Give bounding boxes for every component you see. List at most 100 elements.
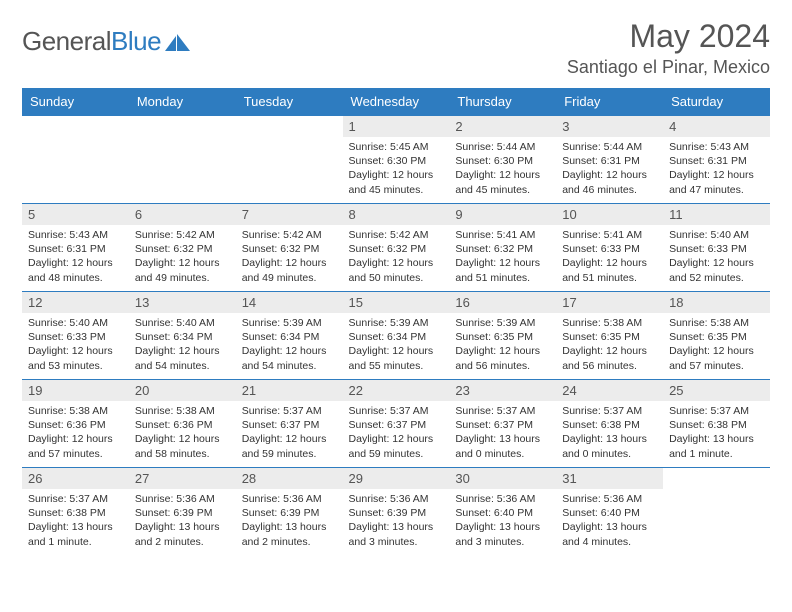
day-details: Sunrise: 5:41 AMSunset: 6:32 PMDaylight:…	[449, 225, 556, 289]
day-details: Sunrise: 5:38 AMSunset: 6:35 PMDaylight:…	[663, 313, 770, 377]
day-number: 30	[449, 468, 556, 489]
day-number: 15	[343, 292, 450, 313]
day-details: Sunrise: 5:43 AMSunset: 6:31 PMDaylight:…	[663, 137, 770, 201]
day-details: Sunrise: 5:37 AMSunset: 6:37 PMDaylight:…	[343, 401, 450, 465]
calendar-day-cell: 12Sunrise: 5:40 AMSunset: 6:33 PMDayligh…	[22, 292, 129, 380]
day-details: Sunrise: 5:37 AMSunset: 6:38 PMDaylight:…	[556, 401, 663, 465]
calendar-week-row: 19Sunrise: 5:38 AMSunset: 6:36 PMDayligh…	[22, 380, 770, 468]
calendar-day-cell: 13Sunrise: 5:40 AMSunset: 6:34 PMDayligh…	[129, 292, 236, 380]
day-number: 6	[129, 204, 236, 225]
day-number: 14	[236, 292, 343, 313]
calendar-day-cell: 11Sunrise: 5:40 AMSunset: 6:33 PMDayligh…	[663, 204, 770, 292]
calendar-day-cell: 2Sunrise: 5:44 AMSunset: 6:30 PMDaylight…	[449, 116, 556, 204]
day-number: 26	[22, 468, 129, 489]
day-details: Sunrise: 5:40 AMSunset: 6:34 PMDaylight:…	[129, 313, 236, 377]
logo-mark-icon	[165, 33, 191, 51]
calendar-day-cell: 10Sunrise: 5:41 AMSunset: 6:33 PMDayligh…	[556, 204, 663, 292]
calendar-day-cell: 5Sunrise: 5:43 AMSunset: 6:31 PMDaylight…	[22, 204, 129, 292]
day-number: 24	[556, 380, 663, 401]
day-details: Sunrise: 5:36 AMSunset: 6:40 PMDaylight:…	[556, 489, 663, 553]
calendar-day-cell: 3Sunrise: 5:44 AMSunset: 6:31 PMDaylight…	[556, 116, 663, 204]
weekday-header: Thursday	[449, 88, 556, 116]
calendar-week-row: 12Sunrise: 5:40 AMSunset: 6:33 PMDayligh…	[22, 292, 770, 380]
weekday-header: Friday	[556, 88, 663, 116]
calendar-day-cell: 24Sunrise: 5:37 AMSunset: 6:38 PMDayligh…	[556, 380, 663, 468]
calendar-day-cell: 21Sunrise: 5:37 AMSunset: 6:37 PMDayligh…	[236, 380, 343, 468]
calendar-day-cell: 22Sunrise: 5:37 AMSunset: 6:37 PMDayligh…	[343, 380, 450, 468]
calendar-day-cell: 27Sunrise: 5:36 AMSunset: 6:39 PMDayligh…	[129, 468, 236, 556]
day-details: Sunrise: 5:42 AMSunset: 6:32 PMDaylight:…	[129, 225, 236, 289]
day-number: 4	[663, 116, 770, 137]
day-number: 29	[343, 468, 450, 489]
calendar-week-row: 5Sunrise: 5:43 AMSunset: 6:31 PMDaylight…	[22, 204, 770, 292]
calendar-day-cell: 20Sunrise: 5:38 AMSunset: 6:36 PMDayligh…	[129, 380, 236, 468]
day-number: 21	[236, 380, 343, 401]
calendar-day-cell: 17Sunrise: 5:38 AMSunset: 6:35 PMDayligh…	[556, 292, 663, 380]
day-details: Sunrise: 5:39 AMSunset: 6:35 PMDaylight:…	[449, 313, 556, 377]
calendar-day-cell: 14Sunrise: 5:39 AMSunset: 6:34 PMDayligh…	[236, 292, 343, 380]
day-number: 16	[449, 292, 556, 313]
day-number: 13	[129, 292, 236, 313]
day-details: Sunrise: 5:37 AMSunset: 6:37 PMDaylight:…	[449, 401, 556, 465]
calendar-day-cell: 23Sunrise: 5:37 AMSunset: 6:37 PMDayligh…	[449, 380, 556, 468]
day-number: 11	[663, 204, 770, 225]
day-number: 12	[22, 292, 129, 313]
logo: GeneralBlue	[22, 26, 191, 57]
calendar-day-cell: 15Sunrise: 5:39 AMSunset: 6:34 PMDayligh…	[343, 292, 450, 380]
calendar-day-cell: 19Sunrise: 5:38 AMSunset: 6:36 PMDayligh…	[22, 380, 129, 468]
calendar-header: SundayMondayTuesdayWednesdayThursdayFrid…	[22, 88, 770, 116]
day-number: 28	[236, 468, 343, 489]
day-number: 9	[449, 204, 556, 225]
day-number: 27	[129, 468, 236, 489]
day-number: 10	[556, 204, 663, 225]
calendar-day-cell: ..	[22, 116, 129, 204]
day-details: Sunrise: 5:37 AMSunset: 6:38 PMDaylight:…	[22, 489, 129, 553]
calendar-week-row: ......1Sunrise: 5:45 AMSunset: 6:30 PMDa…	[22, 116, 770, 204]
calendar-day-cell: ..	[663, 468, 770, 556]
calendar-day-cell: 7Sunrise: 5:42 AMSunset: 6:32 PMDaylight…	[236, 204, 343, 292]
day-details: Sunrise: 5:38 AMSunset: 6:36 PMDaylight:…	[129, 401, 236, 465]
calendar-day-cell: 4Sunrise: 5:43 AMSunset: 6:31 PMDaylight…	[663, 116, 770, 204]
day-number: 22	[343, 380, 450, 401]
day-details: Sunrise: 5:40 AMSunset: 6:33 PMDaylight:…	[22, 313, 129, 377]
day-details: Sunrise: 5:43 AMSunset: 6:31 PMDaylight:…	[22, 225, 129, 289]
calendar-table: SundayMondayTuesdayWednesdayThursdayFrid…	[22, 88, 770, 556]
calendar-day-cell: 25Sunrise: 5:37 AMSunset: 6:38 PMDayligh…	[663, 380, 770, 468]
day-number: 2	[449, 116, 556, 137]
day-number: 8	[343, 204, 450, 225]
day-details: Sunrise: 5:37 AMSunset: 6:37 PMDaylight:…	[236, 401, 343, 465]
logo-word1: General	[22, 26, 111, 56]
day-details: Sunrise: 5:36 AMSunset: 6:39 PMDaylight:…	[343, 489, 450, 553]
calendar-day-cell: 30Sunrise: 5:36 AMSunset: 6:40 PMDayligh…	[449, 468, 556, 556]
calendar-day-cell: 29Sunrise: 5:36 AMSunset: 6:39 PMDayligh…	[343, 468, 450, 556]
day-details: Sunrise: 5:42 AMSunset: 6:32 PMDaylight:…	[343, 225, 450, 289]
day-details: Sunrise: 5:36 AMSunset: 6:39 PMDaylight:…	[129, 489, 236, 553]
month-title: May 2024	[567, 18, 770, 55]
day-number: 5	[22, 204, 129, 225]
day-number: 23	[449, 380, 556, 401]
logo-word2: Blue	[111, 26, 161, 56]
day-details: Sunrise: 5:41 AMSunset: 6:33 PMDaylight:…	[556, 225, 663, 289]
day-number: 7	[236, 204, 343, 225]
weekday-header: Tuesday	[236, 88, 343, 116]
weekday-header: Saturday	[663, 88, 770, 116]
weekday-header: Wednesday	[343, 88, 450, 116]
day-details: Sunrise: 5:38 AMSunset: 6:35 PMDaylight:…	[556, 313, 663, 377]
calendar-day-cell: ..	[236, 116, 343, 204]
day-details: Sunrise: 5:36 AMSunset: 6:39 PMDaylight:…	[236, 489, 343, 553]
calendar-day-cell: 16Sunrise: 5:39 AMSunset: 6:35 PMDayligh…	[449, 292, 556, 380]
calendar-day-cell: 18Sunrise: 5:38 AMSunset: 6:35 PMDayligh…	[663, 292, 770, 380]
day-number: 25	[663, 380, 770, 401]
calendar-day-cell: 1Sunrise: 5:45 AMSunset: 6:30 PMDaylight…	[343, 116, 450, 204]
calendar-week-row: 26Sunrise: 5:37 AMSunset: 6:38 PMDayligh…	[22, 468, 770, 556]
calendar-day-cell: ..	[129, 116, 236, 204]
day-details: Sunrise: 5:36 AMSunset: 6:40 PMDaylight:…	[449, 489, 556, 553]
day-number: 17	[556, 292, 663, 313]
day-details: Sunrise: 5:44 AMSunset: 6:30 PMDaylight:…	[449, 137, 556, 201]
day-details: Sunrise: 5:39 AMSunset: 6:34 PMDaylight:…	[343, 313, 450, 377]
calendar-day-cell: 9Sunrise: 5:41 AMSunset: 6:32 PMDaylight…	[449, 204, 556, 292]
day-details: Sunrise: 5:39 AMSunset: 6:34 PMDaylight:…	[236, 313, 343, 377]
day-number: 19	[22, 380, 129, 401]
calendar-body: ......1Sunrise: 5:45 AMSunset: 6:30 PMDa…	[22, 116, 770, 556]
day-details: Sunrise: 5:45 AMSunset: 6:30 PMDaylight:…	[343, 137, 450, 201]
